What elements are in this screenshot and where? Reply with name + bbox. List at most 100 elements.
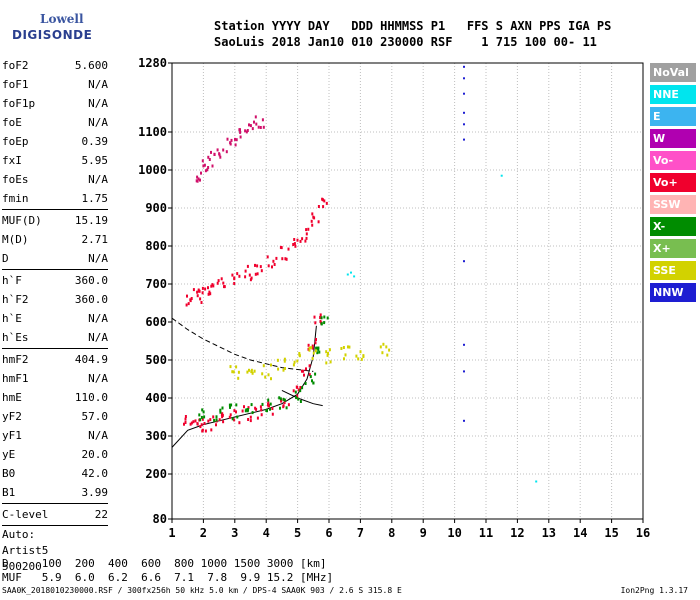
param-row: h`F 360.0 bbox=[2, 271, 108, 290]
data-point bbox=[296, 359, 299, 363]
data-point bbox=[199, 418, 202, 422]
data-point bbox=[234, 137, 236, 141]
data-point bbox=[190, 297, 193, 300]
data-point bbox=[260, 413, 263, 417]
data-point bbox=[310, 219, 313, 223]
data-point bbox=[248, 123, 250, 127]
data-point bbox=[226, 137, 229, 141]
data-point bbox=[278, 396, 281, 400]
data-point bbox=[198, 413, 201, 417]
param-label: C-level bbox=[2, 508, 49, 521]
data-point bbox=[221, 413, 224, 417]
data-point bbox=[219, 408, 222, 412]
param-value: N/A bbox=[88, 312, 108, 325]
plot-frame bbox=[171, 62, 644, 520]
data-point bbox=[229, 142, 232, 146]
data-point bbox=[248, 273, 251, 277]
data-point bbox=[262, 364, 265, 368]
data-point bbox=[295, 385, 298, 389]
data-point bbox=[302, 369, 305, 373]
data-point bbox=[199, 297, 202, 301]
data-point bbox=[221, 412, 224, 416]
data-point bbox=[210, 150, 212, 154]
data-point bbox=[296, 238, 299, 242]
param-row: MUF(D) 15.19 bbox=[2, 211, 108, 230]
data-point bbox=[207, 166, 210, 169]
legend-item-x: X- bbox=[650, 217, 696, 236]
data-point bbox=[231, 417, 234, 421]
data-point bbox=[238, 421, 241, 425]
data-point bbox=[253, 120, 255, 124]
data-point bbox=[253, 369, 256, 373]
data-point bbox=[229, 405, 231, 409]
data-point bbox=[325, 361, 328, 365]
data-point bbox=[298, 352, 301, 355]
data-point bbox=[217, 279, 220, 283]
data-point bbox=[267, 264, 270, 268]
data-point bbox=[261, 402, 264, 406]
data-point bbox=[325, 350, 328, 354]
logo-line2: DIGISONDE bbox=[12, 28, 93, 42]
data-point bbox=[211, 164, 214, 168]
data-point bbox=[344, 353, 347, 357]
data-point bbox=[386, 353, 389, 357]
data-point bbox=[353, 275, 356, 278]
data-point bbox=[279, 245, 282, 249]
data-point bbox=[250, 403, 253, 407]
data-point bbox=[283, 357, 286, 361]
data-point bbox=[284, 257, 287, 261]
data-point bbox=[251, 411, 254, 415]
data-point bbox=[500, 174, 503, 177]
data-point bbox=[287, 403, 290, 407]
y-tick-label: 300 bbox=[145, 429, 167, 443]
x-tick-label: 14 bbox=[573, 526, 587, 540]
param-separator bbox=[2, 269, 108, 270]
data-point bbox=[233, 409, 236, 413]
param-row: h`E N/A bbox=[2, 309, 108, 328]
y-tick-label: 500 bbox=[145, 353, 167, 367]
digisonde-logo: Lowell DIGISONDE bbox=[2, 4, 112, 44]
param-label: B0 bbox=[2, 467, 16, 480]
muf-value-row: MUF 5.9 6.0 6.2 6.6 7.1 7.8 9.9 15.2 [MH… bbox=[2, 571, 334, 584]
param-label: foF2 bbox=[2, 59, 29, 72]
data-point bbox=[312, 351, 315, 355]
data-point bbox=[223, 285, 225, 289]
data-point bbox=[213, 418, 216, 422]
data-point bbox=[213, 153, 216, 156]
data-point bbox=[305, 232, 308, 236]
x-tick-label: 4 bbox=[263, 526, 270, 540]
data-point bbox=[315, 346, 318, 350]
data-point bbox=[282, 404, 285, 408]
data-point bbox=[304, 382, 307, 385]
data-point bbox=[297, 397, 300, 401]
data-point bbox=[275, 256, 278, 260]
param-label: yF2 bbox=[2, 410, 22, 423]
data-point bbox=[301, 237, 304, 241]
param-label: foF1 bbox=[2, 78, 29, 91]
data-point bbox=[271, 407, 274, 410]
data-point bbox=[185, 303, 188, 307]
y-tick-label: 900 bbox=[145, 201, 167, 215]
data-point bbox=[230, 138, 233, 142]
data-point bbox=[249, 124, 252, 128]
param-row: foEp 0.39 bbox=[2, 132, 108, 151]
data-point bbox=[463, 65, 465, 68]
data-point bbox=[189, 422, 192, 426]
data-point bbox=[250, 370, 253, 374]
param-row: fxI 5.95 bbox=[2, 151, 108, 170]
data-point bbox=[183, 422, 185, 426]
data-point bbox=[207, 286, 209, 290]
data-point bbox=[305, 236, 308, 240]
data-point bbox=[270, 363, 272, 367]
data-point bbox=[238, 274, 241, 278]
param-row: foF2 5.600 bbox=[2, 56, 108, 75]
data-point bbox=[463, 260, 465, 263]
data-point bbox=[359, 350, 362, 354]
data-point bbox=[279, 397, 282, 401]
autoscale-line1: Auto: bbox=[2, 528, 36, 541]
data-point bbox=[215, 415, 218, 419]
data-point bbox=[234, 143, 237, 147]
data-point bbox=[204, 287, 207, 291]
data-point bbox=[362, 354, 365, 358]
param-label: foE bbox=[2, 116, 22, 129]
